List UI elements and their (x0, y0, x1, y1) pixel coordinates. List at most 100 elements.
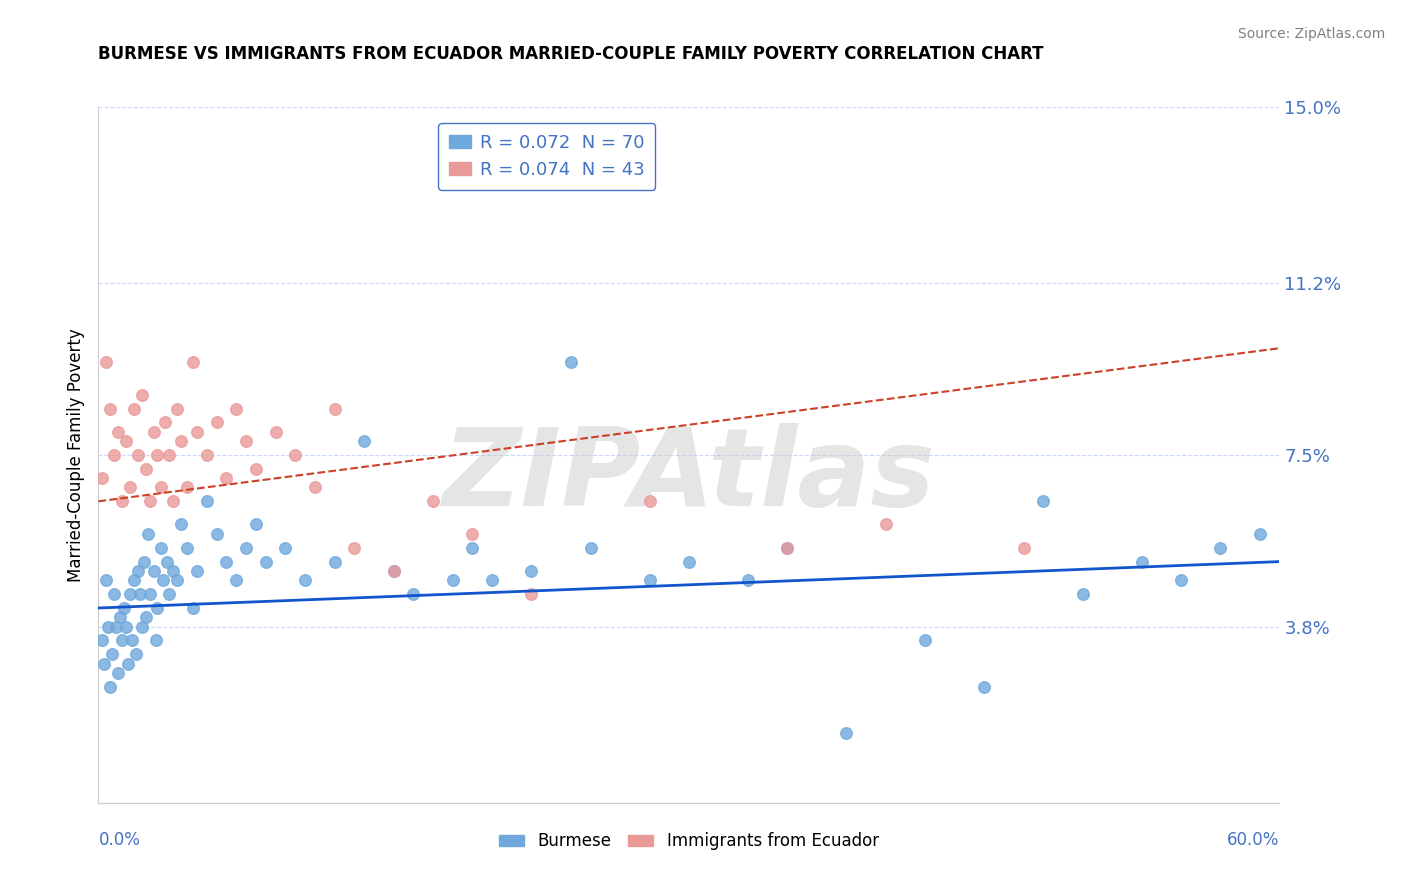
Point (186, 425, 208, 439)
Legend: Burmese, Immigrants from Ecuador: Burmese, Immigrants from Ecuador (492, 826, 886, 857)
Point (136, 526, 159, 541)
Point (122, 401, 145, 416)
Point (461, 541, 484, 555)
Point (170, 434, 193, 448)
Point (181, 601, 204, 615)
Point (138, 587, 160, 601)
Point (97, 619, 120, 633)
Point (131, 387, 153, 401)
Point (150, 541, 173, 555)
Point (138, 494, 160, 508)
Point (481, 573, 503, 587)
Point (323, 401, 346, 416)
Point (835, 726, 858, 740)
Point (776, 541, 799, 555)
Point (135, 462, 157, 476)
Point (195, 448, 218, 462)
Point (101, 648, 124, 662)
Point (274, 541, 297, 555)
Point (117, 657, 139, 671)
Point (105, 619, 128, 633)
Point (245, 462, 267, 476)
Point (520, 587, 543, 601)
Point (638, 573, 661, 587)
Point (135, 610, 157, 624)
Point (111, 494, 134, 508)
Point (132, 555, 155, 569)
Point (121, 633, 143, 648)
Text: 0.0%: 0.0% (98, 830, 141, 848)
Point (215, 555, 238, 569)
Point (166, 401, 188, 416)
Point (91, 633, 114, 648)
Point (142, 425, 165, 439)
Point (382, 564, 405, 578)
Point (1130, 555, 1153, 569)
Point (441, 573, 464, 587)
Point (118, 480, 141, 494)
Point (1249, 526, 1271, 541)
Point (157, 448, 180, 462)
Point (254, 555, 277, 569)
Point (304, 480, 326, 494)
Point (205, 416, 228, 430)
Point (638, 494, 661, 508)
Point (108, 610, 131, 624)
Point (145, 633, 167, 648)
Point (973, 680, 995, 694)
Point (914, 633, 936, 648)
Point (93, 657, 115, 671)
Point (343, 541, 366, 555)
Point (176, 480, 198, 494)
Point (323, 555, 346, 569)
Point (122, 573, 145, 587)
Point (461, 526, 484, 541)
Point (98, 680, 121, 694)
Point (107, 665, 129, 680)
Point (1071, 587, 1094, 601)
Point (776, 541, 799, 555)
Point (131, 619, 153, 633)
Point (146, 601, 169, 615)
Point (157, 587, 180, 601)
Point (127, 448, 149, 462)
Point (150, 480, 173, 494)
Point (96, 573, 118, 587)
Point (103, 587, 125, 601)
Point (284, 448, 307, 462)
Point (294, 573, 316, 587)
Point (235, 541, 257, 555)
Point (127, 564, 149, 578)
Point (128, 587, 150, 601)
Point (225, 573, 247, 587)
Point (176, 541, 198, 555)
Point (125, 648, 148, 662)
Point (115, 619, 138, 633)
Text: BURMESE VS IMMIGRANTS FROM ECUADOR MARRIED-COUPLE FAMILY POVERTY CORRELATION CHA: BURMESE VS IMMIGRANTS FROM ECUADOR MARRI… (98, 45, 1043, 62)
Point (737, 573, 759, 587)
Point (1012, 541, 1035, 555)
Point (91, 471, 114, 485)
Point (162, 494, 184, 508)
Point (678, 555, 700, 569)
Point (422, 494, 444, 508)
Point (152, 573, 174, 587)
Point (353, 434, 375, 448)
Point (142, 564, 165, 578)
Point (245, 517, 267, 532)
Point (162, 564, 184, 578)
Y-axis label: Married-Couple Family Poverty: Married-Couple Family Poverty (66, 328, 84, 582)
Point (112, 601, 135, 615)
Point (96, 355, 118, 369)
Point (579, 541, 602, 555)
Point (1170, 573, 1192, 587)
Point (875, 517, 897, 532)
Point (181, 355, 204, 369)
Point (520, 564, 543, 578)
Point (1209, 541, 1232, 555)
Point (225, 401, 247, 416)
Point (402, 587, 425, 601)
Point (146, 448, 169, 462)
Point (560, 355, 582, 369)
Point (98, 401, 121, 416)
